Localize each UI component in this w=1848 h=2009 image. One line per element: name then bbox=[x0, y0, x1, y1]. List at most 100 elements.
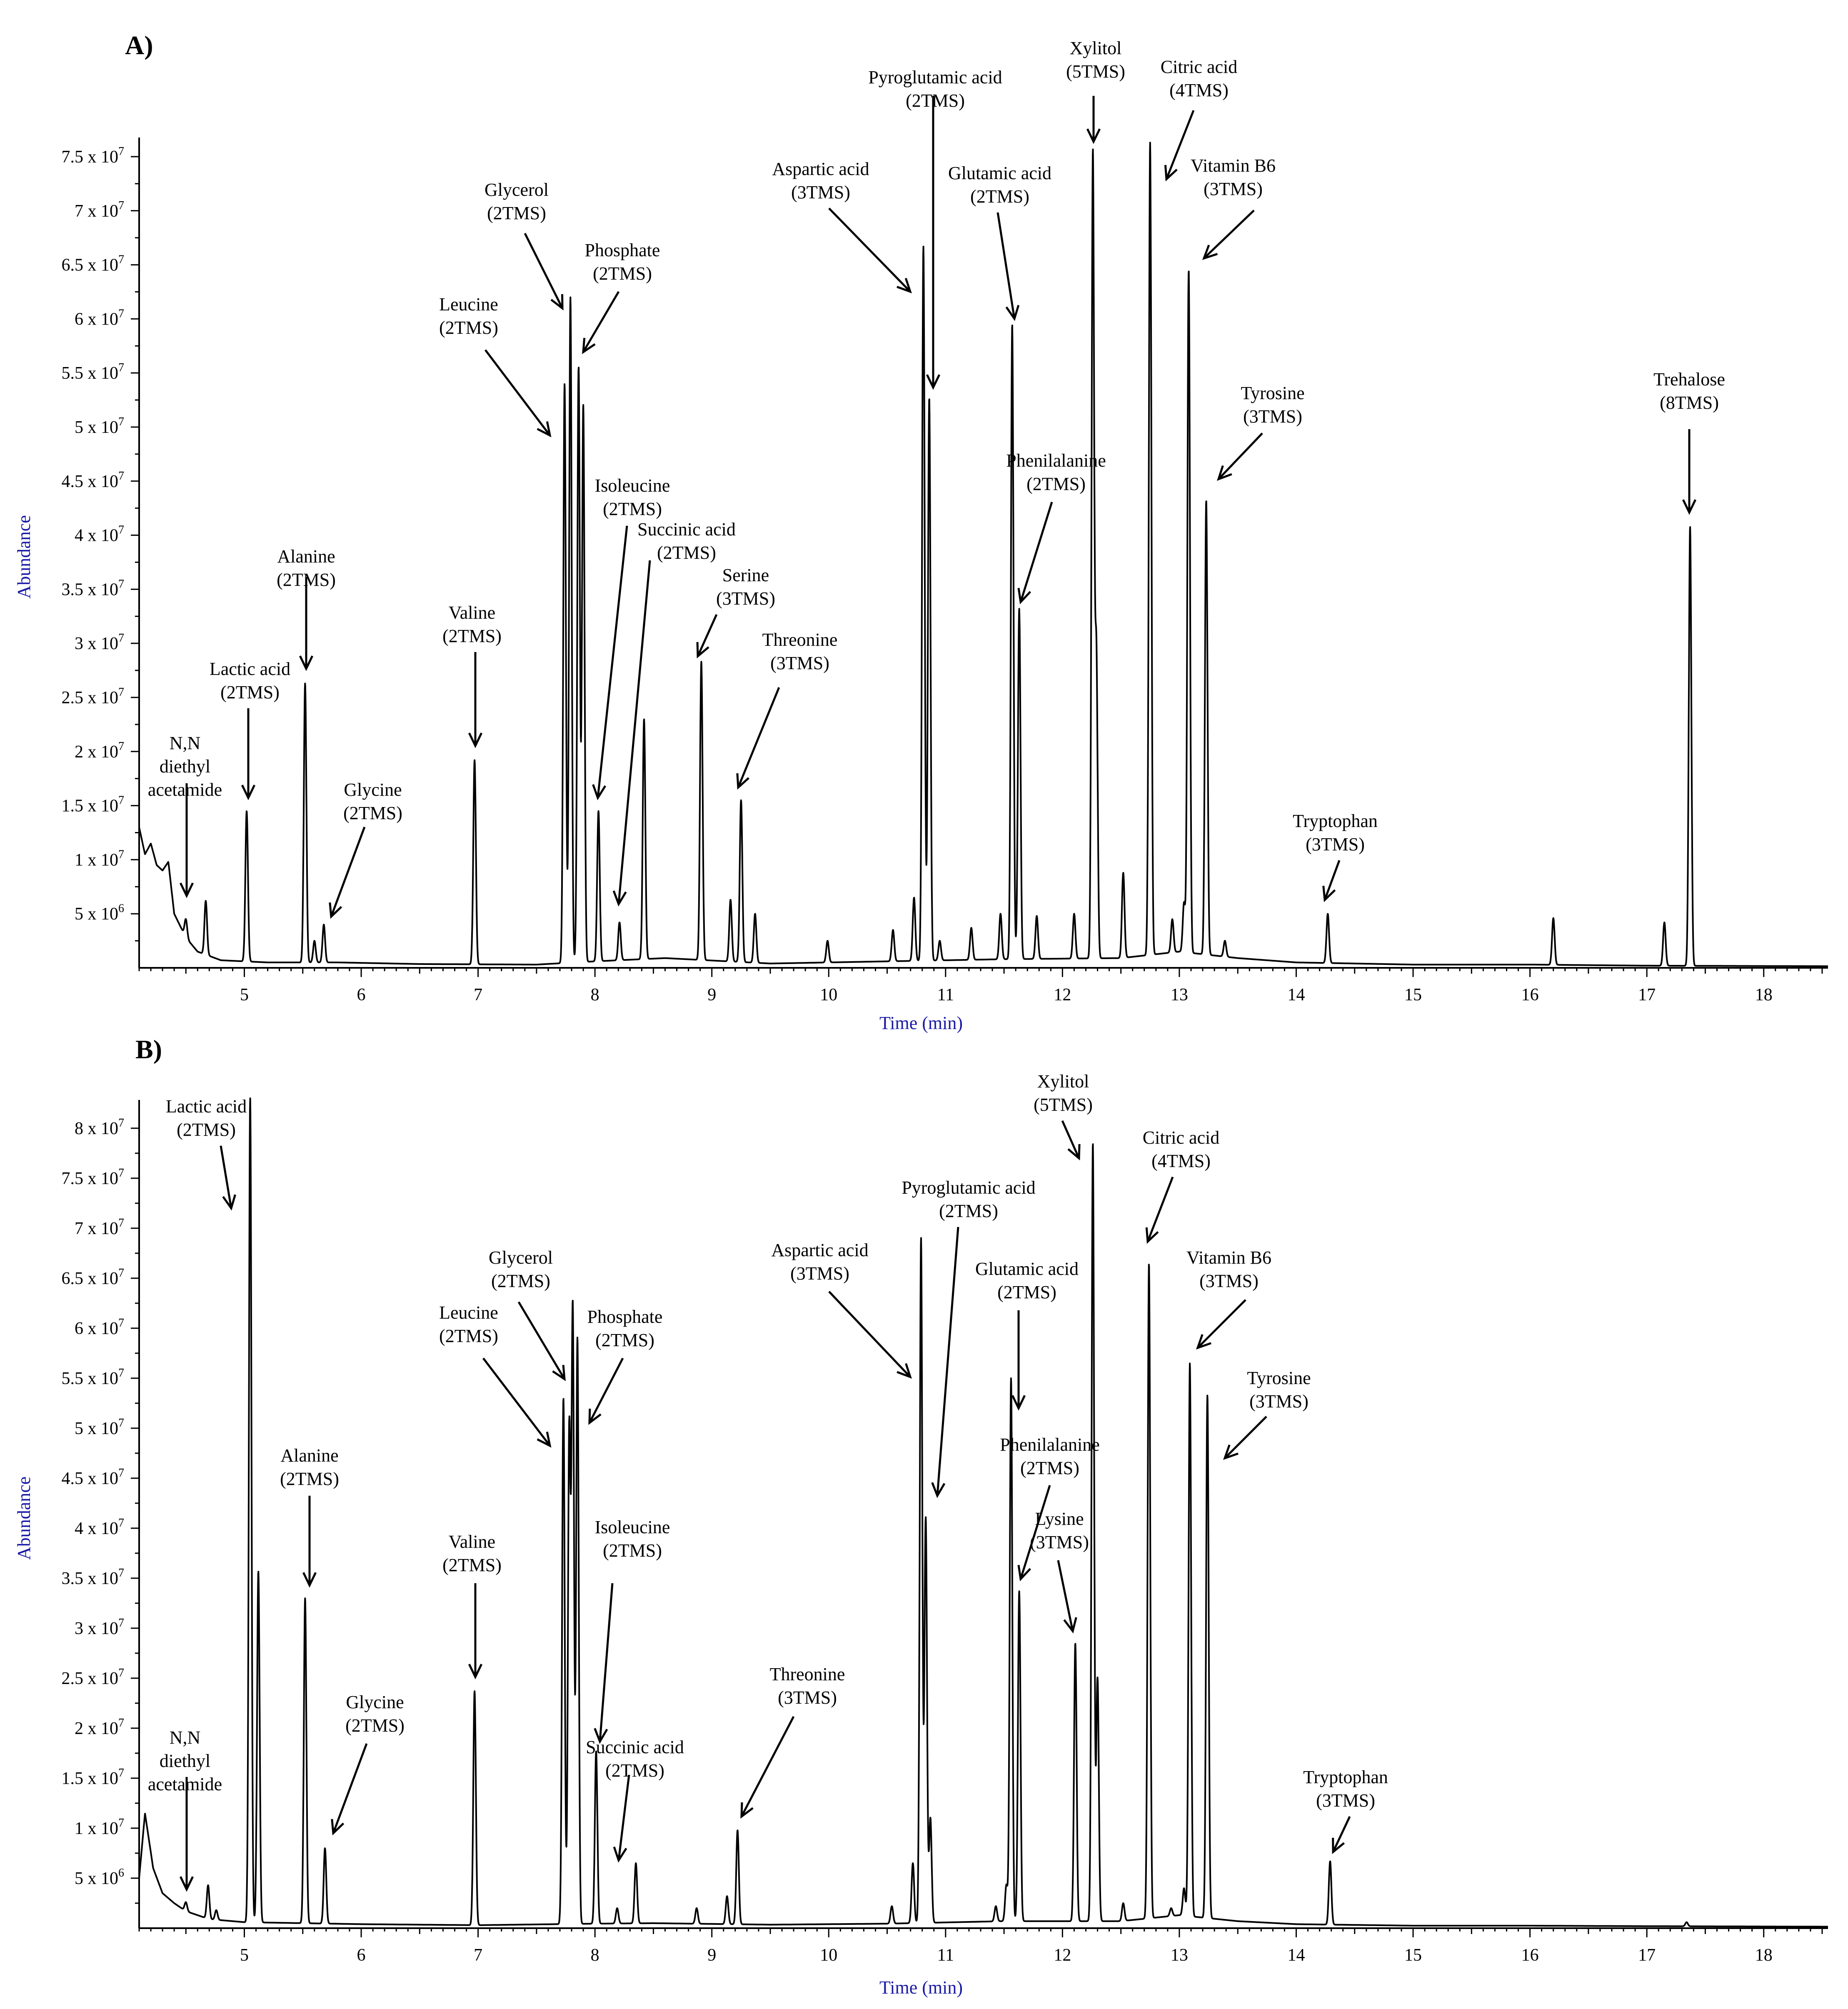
peak-label: Tyrosine (3TMS) bbox=[1241, 383, 1304, 427]
y-tick-label: 5.5 x 107 bbox=[62, 361, 125, 383]
peak-label: Glycerol (2TMS) bbox=[484, 180, 549, 223]
x-tick-label: 7 bbox=[474, 985, 482, 1004]
y-tick-label: 4.5 x 107 bbox=[62, 470, 125, 491]
peak-label: Citric acid (4TMS) bbox=[1143, 1127, 1220, 1171]
peak-label: Vitamin B6 (3TMS) bbox=[1191, 155, 1276, 199]
peak-label: Leucine (2TMS) bbox=[439, 1302, 498, 1346]
peak-arrow bbox=[617, 1774, 630, 1861]
peak-label: Tryptophan (3TMS) bbox=[1303, 1767, 1388, 1811]
y-tick-label: 2.5 x 107 bbox=[62, 1667, 125, 1688]
x-tick-label: 12 bbox=[1054, 985, 1071, 1004]
peak-arrow bbox=[1224, 1416, 1267, 1459]
y-tick-label: 7.5 x 107 bbox=[62, 1167, 125, 1188]
arrow-head bbox=[468, 732, 483, 748]
chromatogram-trace bbox=[138, 142, 1829, 967]
x-tick-label: 9 bbox=[707, 1946, 716, 1965]
peak-label: Lactic acid (2TMS) bbox=[166, 1096, 247, 1140]
arrow-head bbox=[696, 642, 709, 659]
arrow-head bbox=[550, 294, 564, 311]
peak-arrow bbox=[588, 1357, 624, 1424]
y-tick-label: 1.5 x 107 bbox=[62, 794, 125, 816]
arrow-head bbox=[179, 882, 194, 898]
peak-label: Glycine (2TMS) bbox=[345, 1692, 405, 1736]
arrow-head bbox=[331, 1819, 345, 1836]
arrow-head bbox=[1011, 1395, 1026, 1411]
peak-arrow bbox=[697, 614, 718, 657]
y-axis-title: Abundance bbox=[14, 1477, 34, 1560]
peak-label: Succinic acid (2TMS) bbox=[586, 1737, 684, 1781]
arrow-head bbox=[1332, 1837, 1345, 1854]
arrow-head bbox=[1063, 1617, 1077, 1634]
peak-label: Xylitol (5TMS) bbox=[1034, 1071, 1093, 1115]
x-tick-label: 17 bbox=[1638, 985, 1656, 1004]
y-tick-label: 5 x 107 bbox=[75, 415, 124, 437]
arrow-head bbox=[299, 655, 314, 671]
x-tick-label: 8 bbox=[591, 1946, 599, 1965]
y-tick-label: 3 x 107 bbox=[75, 1617, 124, 1638]
x-tick-label: 11 bbox=[937, 985, 954, 1004]
peak-label: Phenilalanine (2TMS) bbox=[1000, 1434, 1100, 1478]
arrow-head bbox=[179, 1876, 194, 1892]
arrow-head bbox=[1217, 465, 1232, 481]
arrow-head bbox=[588, 1408, 602, 1425]
peak-arrow bbox=[1197, 1299, 1246, 1349]
peak-label: Alanine (2TMS) bbox=[280, 1445, 339, 1489]
peak-arrow bbox=[332, 1743, 368, 1834]
peak-arrow bbox=[597, 525, 628, 798]
arrow-head bbox=[1005, 305, 1020, 321]
x-tick-label: 7 bbox=[474, 1946, 482, 1965]
peak-arrow bbox=[484, 349, 551, 436]
peak-label: Succinic acid (2TMS) bbox=[637, 519, 736, 563]
peak-arrow bbox=[330, 827, 366, 917]
peak-label: Aspartic acid (3TMS) bbox=[771, 1240, 868, 1284]
x-tick-label: 10 bbox=[820, 985, 837, 1004]
arrow-head bbox=[736, 773, 749, 790]
peak-label: Isoleucine (2TMS) bbox=[595, 475, 670, 519]
arrow-head bbox=[1145, 1227, 1159, 1244]
y-tick-label: 7 x 107 bbox=[75, 1217, 124, 1238]
arrow-head bbox=[594, 1728, 608, 1744]
arrow-head bbox=[1196, 1334, 1211, 1350]
y-tick-label: 5 x 107 bbox=[75, 1417, 124, 1438]
x-tick-label: 14 bbox=[1287, 1946, 1305, 1965]
peak-arrow bbox=[220, 1145, 232, 1209]
peak-arrow bbox=[996, 212, 1016, 319]
y-tick-label: 1 x 107 bbox=[75, 1817, 124, 1838]
arrow-head bbox=[740, 1802, 754, 1819]
y-tick-label: 6 x 107 bbox=[75, 1317, 124, 1338]
arrow-head bbox=[1202, 245, 1218, 260]
x-tick-label: 13 bbox=[1171, 985, 1188, 1004]
peak-arrow bbox=[936, 1227, 959, 1496]
peak-label: Vitamin B6 (3TMS) bbox=[1186, 1247, 1271, 1291]
peak-arrow bbox=[582, 291, 620, 353]
arrow-head bbox=[1223, 1444, 1239, 1460]
peak-label: Tyrosine (3TMS) bbox=[1247, 1368, 1311, 1412]
panel-b: B) 5 6 7 8 9 10 11 12 13 14 15 16 17 18 5 x 106 1 x 107 1… bbox=[14, 1034, 1829, 1998]
peak-arrow bbox=[737, 687, 780, 788]
x-axis-title: Time (min) bbox=[879, 1013, 963, 1033]
arrow-head bbox=[1164, 165, 1178, 182]
peak-arrow bbox=[524, 232, 564, 309]
y-tick-label: 3.5 x 107 bbox=[62, 577, 125, 599]
x-tick-label: 18 bbox=[1755, 1946, 1773, 1965]
peak-arrow bbox=[1146, 1177, 1174, 1242]
peak-label: Xylitol (5TMS) bbox=[1066, 38, 1125, 82]
y-tick-label: 5 x 106 bbox=[75, 902, 124, 924]
y-tick-label: 2 x 107 bbox=[75, 740, 124, 762]
peak-arrow bbox=[828, 207, 911, 292]
arrow-head bbox=[537, 1432, 552, 1448]
x-tick-label: 13 bbox=[1171, 1946, 1188, 1965]
x-tick-label: 6 bbox=[357, 985, 366, 1004]
peak-label: Lysine (3TMS) bbox=[1030, 1509, 1089, 1552]
peak-label: Aspartic acid (3TMS) bbox=[772, 159, 869, 202]
arrow-head bbox=[552, 1364, 566, 1381]
peak-arrow bbox=[1332, 1816, 1351, 1853]
arrow-head bbox=[329, 902, 342, 919]
arrow-head bbox=[1682, 499, 1697, 515]
peak-arrow bbox=[482, 1357, 551, 1447]
arrow-head bbox=[537, 421, 552, 437]
arrow-head bbox=[241, 785, 256, 800]
peak-arrow bbox=[1057, 1560, 1074, 1632]
peak-label: Isoleucine (2TMS) bbox=[595, 1517, 670, 1561]
peak-label: Glutamic acid (2TMS) bbox=[948, 163, 1051, 207]
